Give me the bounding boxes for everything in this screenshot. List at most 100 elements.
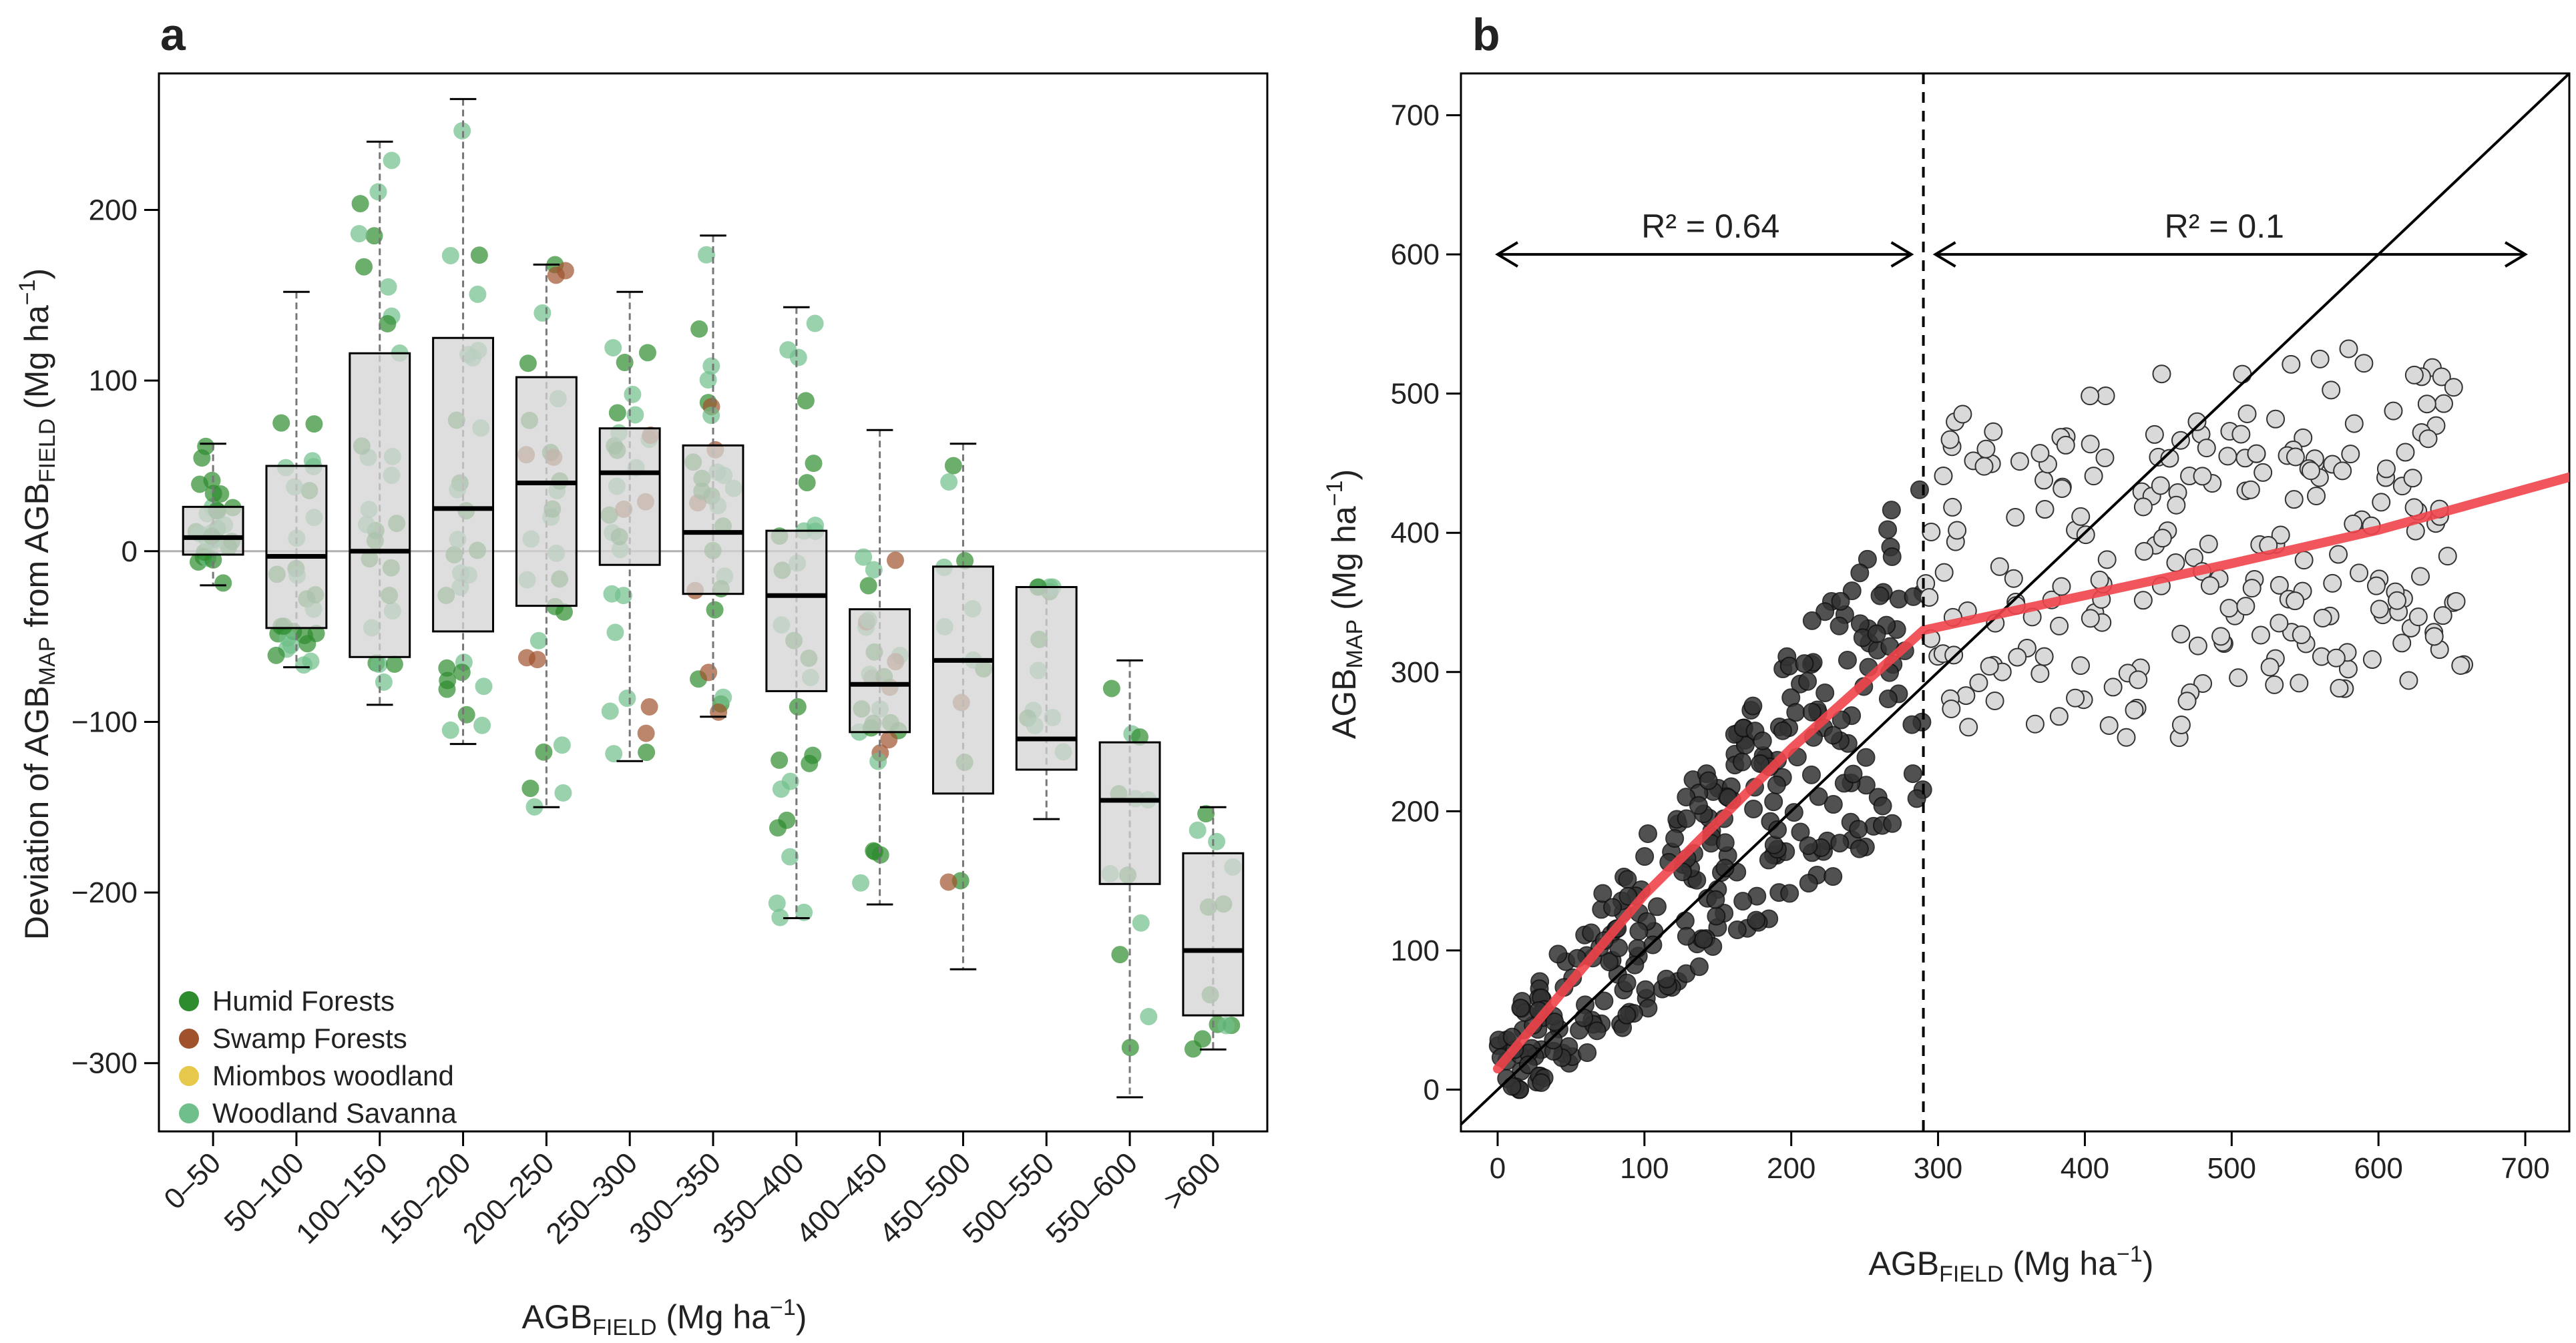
panel-b-point-low [1799,874,1818,893]
panel-a-point [453,121,471,140]
panel-b-point-high [2290,674,2309,693]
panel-a-point [940,473,958,491]
panel-b-point-high [1948,521,1967,540]
legend-swatch-swamp [179,1029,199,1049]
panel-b-point-high [2166,553,2185,573]
panel-b-scatter-plot: b R² = 0.64 R² = 0.1 0 100 200 300 400 500 600… [1322,9,2571,1287]
panel-b-point-high [2167,495,2186,515]
panel-b-point-high [2294,551,2314,570]
panel-b-point-low [1689,796,1708,815]
panel-b-point-high [2282,354,2301,374]
panel-b-r2-left-label: R² = 0.64 [1641,208,1779,245]
panel-b-point-high [1984,422,2003,441]
panel-b-point-high [2387,591,2406,610]
panel-a-point [771,908,789,926]
panel-b-point-low [1733,752,1752,772]
panel-a-point [1193,1030,1211,1048]
panel-a-y-axis: −300 −200 −100 0 100 200 [71,194,159,1080]
panel-b-y-tick-label: 400 [1391,517,1440,549]
panel-a-point [214,574,232,592]
panel-b-x-axis-label: AGBFIELD (Mg ha−1) [1869,1242,2154,1287]
panel-b-point-high [2095,448,2115,467]
panel-a-point [553,736,571,754]
panel-a-point [772,780,790,798]
panel-a-point [469,285,487,303]
panel-a-box [182,505,244,556]
panel-b-point-high [2329,545,2348,564]
panel-a-point [798,474,816,492]
panel-b-letter: b [1472,9,1500,60]
panel-b-arrow-left-head-right [1890,241,1914,268]
panel-b-point-high [2071,656,2090,676]
panel-b-point-high [2171,624,2191,643]
panel-b-point-high [2193,674,2212,693]
panel-b-point-low [1850,563,1870,583]
panel-a-point [1132,914,1150,932]
panel-b-point-high [2056,435,2075,455]
panel-b-point-low [1665,829,1685,848]
panel-b-point-low [1747,910,1766,930]
panel-b-point-low [1856,748,1876,767]
panel-b-point-high [2160,449,2179,468]
panel-b-point-high [2265,675,2284,694]
panel-b-point-high [2339,339,2358,358]
panel-b-point-low [1733,892,1753,911]
panel-a-point [305,415,323,433]
panel-a-x-tick-label: 400–450 [790,1146,894,1250]
panel-b-point-low [1677,926,1696,946]
panel-b-point-high [1922,523,1941,542]
panel-b-point-high [2399,671,2418,690]
panel-a-point [698,246,716,264]
panel-b-y-tick-label: 0 [1424,1073,1440,1106]
panel-b-point-low [1544,1031,1563,1050]
panel-b-point-low [1823,726,1843,745]
panel-b-point-high [2266,409,2286,429]
panel-b-point-low [1707,906,1726,926]
panel-b-point-high [2366,576,2386,595]
panel-a-point [370,655,388,674]
panel-a-point [797,392,815,410]
panel-b-point-low [1753,731,1772,750]
panel-b-point-high [2396,443,2415,462]
panel-b-point-high [2025,714,2045,734]
panel-b-point-low [1902,715,1922,734]
panel-b-point-high [2034,647,2054,666]
panel-b-point-high [2049,707,2069,726]
panel-b-point-high [2151,476,2170,495]
panel-a-point [470,246,488,264]
panel-b-point-low [1904,587,1923,606]
panel-b-point-high [1974,457,1994,476]
panel-b-point-low [1636,980,1655,999]
panel-b-point-high [2444,378,2463,397]
panel-b-point-high [2294,428,2313,447]
panel-a-point [1208,832,1226,850]
panel-a-point [383,152,401,170]
panel-b-point-high [2344,414,2364,433]
panel-b-point-high [2135,542,2154,561]
panel-b-point-low [1548,945,1568,964]
panel-a-point [473,716,491,734]
panel-b-point-high [2153,529,2172,548]
panel-a-point [453,663,471,682]
panel-b-point-low [1618,870,1637,889]
panel-b-x-tick-label: 700 [2501,1152,2549,1185]
panel-a-point [855,548,873,566]
panel-b-point-high [2392,633,2412,653]
panel-b-point-low [1791,822,1810,842]
panel-b-point-low [1603,898,1623,917]
panel-b-point-high [1940,430,1960,449]
panel-b-point-high [2384,401,2403,421]
panel-a-x-tick-label: 300–350 [623,1146,727,1250]
panel-b-point-high [2030,664,2050,684]
panel-a-box [765,529,828,692]
panel-b-point-high [2103,678,2123,697]
panel-b-point-high [1990,557,2009,576]
panel-b-point-high [1969,674,1988,693]
panel-a-point [1197,805,1215,823]
panel-b-point-high [2372,493,2391,512]
panel-b-point-high [1976,439,1996,459]
panel-b-point-high [1943,497,1962,517]
panel-b-point-high [2286,447,2305,467]
panel-b-point-high [2237,404,2257,423]
panel-a-point [535,743,553,761]
